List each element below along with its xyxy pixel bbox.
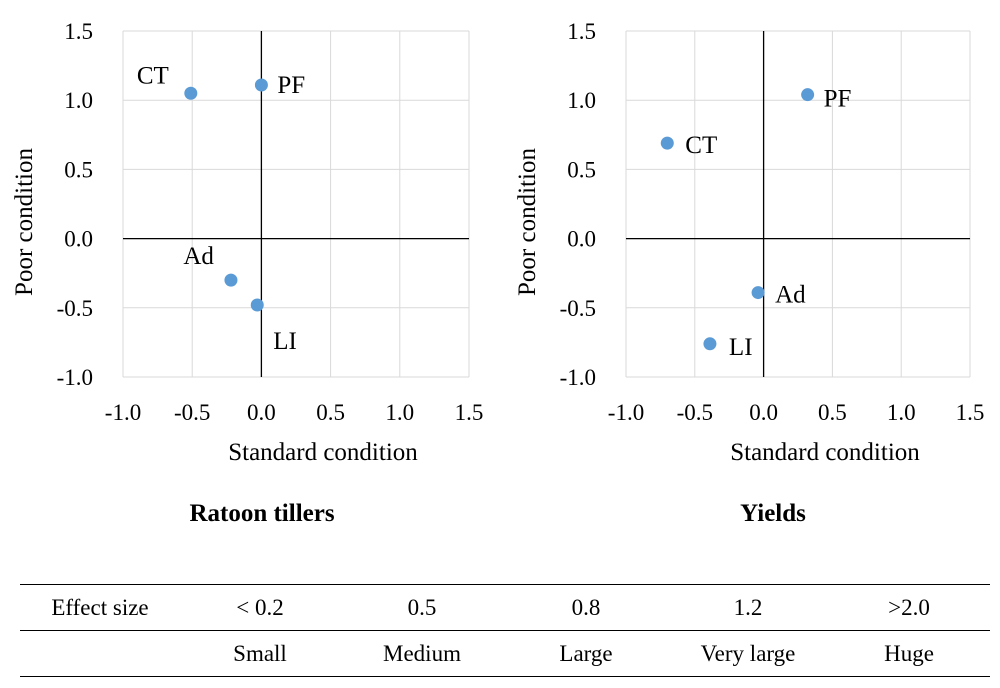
table-row-labels: Small Medium Large Very large Huge <box>20 631 990 676</box>
data-label-ad: Ad <box>183 243 214 270</box>
data-point-ad <box>751 286 765 300</box>
table-top-rule <box>20 584 990 585</box>
data-point-ct <box>660 136 674 150</box>
y-axis-title: Poor condition <box>11 148 38 296</box>
x-tick-label: 1.5 <box>956 400 985 425</box>
data-label-ct: CT <box>685 132 717 159</box>
y-tick-label: 1.0 <box>567 88 596 113</box>
yields-caption: Yields <box>740 500 806 527</box>
data-label-ct: CT <box>137 62 169 89</box>
x-tick-label: 0.0 <box>749 400 778 425</box>
y-tick-label: -0.5 <box>560 296 596 321</box>
y-tick-label: 1.0 <box>64 88 93 113</box>
x-tick-label: -1.0 <box>105 400 141 425</box>
y-tick-label: -1.0 <box>560 365 596 390</box>
label-huge: Huge <box>884 640 934 666</box>
data-point-ad <box>224 273 238 287</box>
y-tick-label: 0.5 <box>64 157 93 182</box>
threshold-large: 0.8 <box>571 594 601 620</box>
y-axis-title: Poor condition <box>514 148 541 296</box>
data-point-ct <box>184 86 198 100</box>
effect-size-header: Effect size <box>51 594 149 620</box>
x-tick-label: -0.5 <box>677 400 713 425</box>
x-axis-title: Standard condition <box>730 439 920 466</box>
x-tick-label: 1.0 <box>887 400 916 425</box>
effect-size-table: Effect size < 0.2 0.5 0.8 1.2 >2.0 Small… <box>20 584 990 677</box>
y-tick-label: -0.5 <box>57 296 93 321</box>
data-label-li: LI <box>729 334 753 361</box>
data-label-li: LI <box>273 328 297 355</box>
y-tick-label: 0.0 <box>567 227 596 252</box>
ratoon-tillers-caption: Ratoon tillers <box>189 500 335 527</box>
threshold-medium: 0.5 <box>407 594 437 620</box>
x-tick-label: -0.5 <box>174 400 210 425</box>
x-axis-title: Standard condition <box>228 439 418 466</box>
data-point-pf <box>254 78 268 92</box>
y-tick-label: -1.0 <box>57 365 93 390</box>
label-large: Large <box>559 640 613 666</box>
data-label-ad: Ad <box>775 282 806 309</box>
y-tick-label: 1.5 <box>64 19 93 44</box>
data-point-li <box>250 298 264 312</box>
x-tick-label: 1.5 <box>455 400 484 425</box>
y-tick-label: 0.5 <box>567 157 596 182</box>
threshold-very-large: 1.2 <box>733 594 763 620</box>
data-label-pf: PF <box>277 72 305 99</box>
x-tick-label: 0.0 <box>247 400 276 425</box>
label-very-large: Very large <box>700 640 796 666</box>
table-row-thresholds: Effect size < 0.2 0.5 0.8 1.2 >2.0 <box>20 585 990 630</box>
ratoon-tillers-chart: -1.0 -0.5 0.0 0.5 1.0 1.5 -1.0 -0.5 0.0 0.5 1.0 1.5… <box>11 19 483 466</box>
data-point-pf <box>801 88 815 102</box>
threshold-small: < 0.2 <box>236 594 284 620</box>
table-bottom-rule <box>20 676 990 677</box>
data-point-li <box>703 337 717 351</box>
x-tick-label: 0.5 <box>316 400 345 425</box>
y-tick-label: 0.0 <box>64 227 93 252</box>
x-tick-label: 1.0 <box>385 400 414 425</box>
x-tick-label: 0.5 <box>818 400 847 425</box>
x-tick-label: -1.0 <box>608 400 644 425</box>
label-medium: Medium <box>383 640 461 666</box>
table-mid-rule <box>20 630 990 631</box>
data-label-pf: PF <box>824 86 852 113</box>
yields-chart: -1.0 -0.5 0.0 0.5 1.0 1.5 -1.0 -0.5 0.0 0.5 1.0 1.5… <box>514 19 984 466</box>
label-small: Small <box>233 640 287 666</box>
charts-canvas: -1.0 -0.5 0.0 0.5 1.0 1.5 -1.0 -0.5 0.0 0.5 1.0 1.5… <box>11 19 984 466</box>
y-tick-label: 1.5 <box>567 19 596 44</box>
threshold-huge: >2.0 <box>888 594 930 620</box>
